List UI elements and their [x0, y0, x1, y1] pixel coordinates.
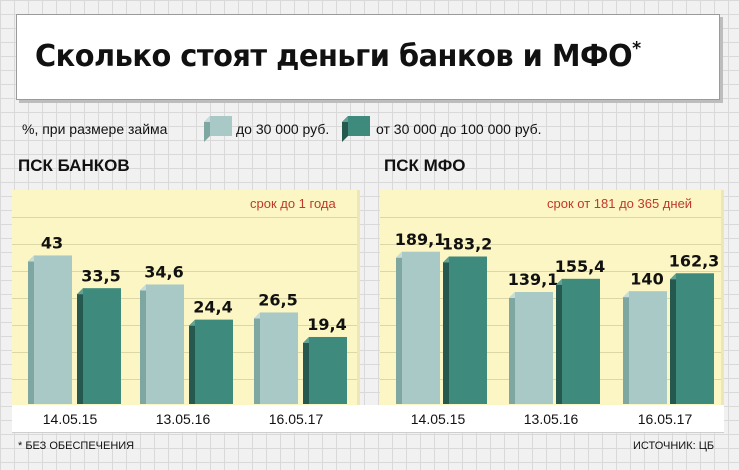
bar-1-2-1 [670, 273, 714, 404]
legend-label-dark: от 30 000 до 100 000 руб. [376, 121, 542, 137]
bar-value-label-1-0-0: 189,1 [395, 230, 446, 249]
category-label-1-1: 13.05.16 [524, 411, 579, 427]
bar-0-2-0 [254, 312, 298, 404]
bar-1-0-1 [443, 256, 487, 404]
mfo-term-annotation: срок от 181 до 365 дней [547, 196, 693, 211]
bar-0-2-1 [303, 336, 347, 404]
title-footnote-mark: * [632, 38, 641, 59]
bar-0-0-0 [28, 255, 72, 404]
banks-section-title: ПСК БАНКОВ [18, 156, 130, 175]
legend-swatch-light [204, 116, 232, 142]
bar-value-label-0-1-0: 34,6 [144, 262, 183, 281]
bar-value-label-1-0-1: 183,2 [442, 235, 493, 254]
bar-1-1-1 [556, 278, 600, 404]
bar-value-label-0-0-0: 43 [41, 233, 63, 252]
category-label-1-0: 14.05.15 [411, 411, 466, 427]
bar-value-label-0-2-1: 19,4 [307, 315, 346, 334]
footnote: * БЕЗ ОБЕСПЕЧЕНИЯ [18, 440, 135, 452]
bar-value-label-0-1-1: 24,4 [193, 298, 232, 317]
bar-value-label-1-2-1: 162,3 [669, 251, 720, 270]
bar-value-label-1-2-0: 140 [630, 269, 663, 288]
mfo-section-title: ПСК МФО [384, 156, 466, 175]
legend-prefix: %, при размере займа [22, 121, 168, 137]
bar-0-1-0 [140, 284, 184, 404]
category-label-0-0: 14.05.15 [43, 411, 98, 427]
bar-0-1-1 [189, 319, 233, 404]
bar-1-2-0 [623, 291, 667, 404]
bar-value-label-1-1-0: 139,1 [508, 270, 559, 289]
chart-title-text: Сколько стоят деньги банков и МФО [35, 39, 633, 74]
bar-value-label-0-0-1: 33,5 [81, 266, 120, 285]
banks-term-annotation: срок до 1 года [250, 196, 336, 211]
title-box [16, 14, 720, 100]
source-note: ИСТОЧНИК: ЦБ [633, 440, 715, 452]
bar-1-1-0 [509, 292, 553, 404]
bar-value-label-0-2-0: 26,5 [258, 290, 297, 309]
chart-title: Сколько стоят деньги банков и МФО* [35, 38, 641, 74]
legend-swatch-dark [342, 116, 370, 142]
category-label-0-2: 16.05.17 [269, 411, 324, 427]
category-label-0-1: 13.05.16 [156, 411, 211, 427]
bar-1-0-0 [396, 251, 440, 404]
legend-label-light: до 30 000 руб. [236, 121, 330, 137]
category-axis-bar [12, 405, 724, 432]
category-label-1-2: 16.05.17 [638, 411, 693, 427]
bar-0-0-1 [77, 288, 121, 404]
legend: %, при размере займа до 30 000 руб. от 3… [22, 114, 722, 144]
bar-value-label-1-1-1: 155,4 [555, 257, 606, 276]
